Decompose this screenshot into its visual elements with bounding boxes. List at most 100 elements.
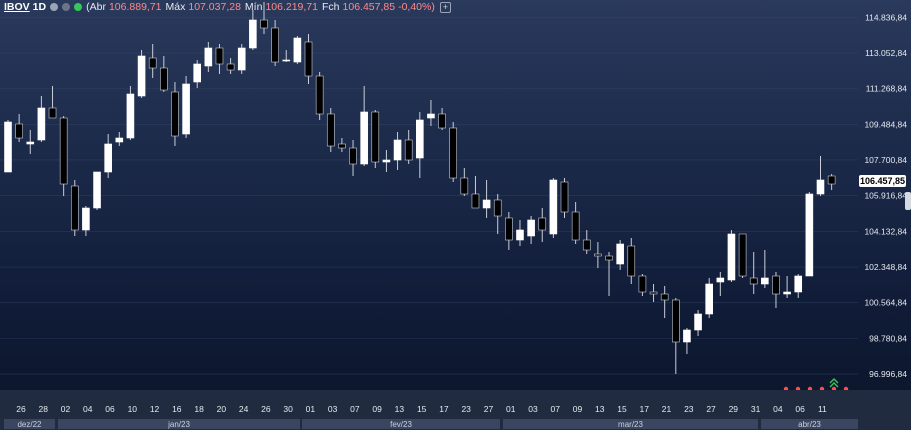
open-label: (Abr <box>86 1 106 13</box>
candle-down <box>560 181 569 213</box>
x-tick-label: 30 <box>283 404 293 414</box>
candle-down <box>70 185 79 231</box>
time-axis[interactable]: 26 28 02 04 06 10 12 16 18 20 24 26 30 01 03 07 09 13 15 17… <box>16 404 827 414</box>
candle-down <box>160 67 168 91</box>
x-tick-label: 20 <box>217 404 227 414</box>
candle-up <box>104 143 112 173</box>
candle-up <box>249 19 257 49</box>
x-tick-label: 15 <box>417 404 427 414</box>
x-tick-label: 13 <box>395 404 405 414</box>
candle-down <box>627 245 636 277</box>
high-label: Máx <box>165 1 186 13</box>
candle-down <box>749 277 758 285</box>
x-tick-label: 04 <box>773 404 783 414</box>
candle-down <box>15 123 23 139</box>
candle-down <box>538 217 547 231</box>
y-tick-label: 102.348,84 <box>864 262 907 272</box>
candle-down <box>449 127 458 179</box>
y-tick-label: 113.052,84 <box>865 48 907 58</box>
x-tick-label: 23 <box>461 404 471 414</box>
candle-up <box>694 313 702 331</box>
high-value: 107.037,28 <box>188 1 241 13</box>
y-tick-label: 109.484,84 <box>864 119 907 129</box>
month-band <box>302 419 500 429</box>
x-tick-label: 29 <box>729 404 739 414</box>
x-tick-label: 16 <box>172 404 182 414</box>
candle-down <box>304 41 313 77</box>
candle-up <box>783 291 791 295</box>
candle-up <box>716 277 725 283</box>
x-tick-label: 24 <box>239 404 249 414</box>
candle-up <box>37 107 46 141</box>
x-tick-label: 31 <box>751 404 761 414</box>
month-band <box>761 419 858 429</box>
low-value: 106.219,71 <box>265 1 318 13</box>
candle-up <box>193 63 202 83</box>
candle-down <box>59 117 68 185</box>
month-band <box>503 419 758 429</box>
x-tick-label: 21 <box>662 404 672 414</box>
month-axis: dez/22 jan/23 fev/23 mar/23 abr/23 <box>4 419 858 429</box>
candle-up <box>26 141 35 145</box>
candle-down <box>171 91 179 137</box>
y-tick-label: 100.564,84 <box>864 298 907 308</box>
change-value: -0,40%) <box>398 1 435 13</box>
candle-up <box>293 37 302 63</box>
price-axis[interactable]: 114.836,84 113.052,84 111.268,84 109.484,84… <box>864 12 907 379</box>
candle-down <box>649 291 658 295</box>
open-value: 106.889,71 <box>108 1 162 13</box>
x-tick-label: 09 <box>573 404 583 414</box>
signal-markers <box>783 378 849 392</box>
y-tick-label: 105.916,84 <box>864 191 907 201</box>
x-tick-label: 02 <box>61 404 71 414</box>
candle-up <box>516 229 524 241</box>
price-scale-handle[interactable] <box>905 192 911 210</box>
candle-down <box>215 47 224 65</box>
x-tick-label: 10 <box>128 404 138 414</box>
last-price-badge: 106.457,85 <box>859 175 906 187</box>
x-tick-label: 23 <box>684 404 694 414</box>
settings-icon[interactable] <box>50 3 59 11</box>
candle-down <box>594 253 602 257</box>
x-tick-label: 04 <box>83 404 93 414</box>
low-label: Mín <box>244 1 263 13</box>
x-tick-label: 15 <box>617 404 627 414</box>
candle-down <box>471 193 480 209</box>
candle-down <box>371 111 380 163</box>
candle-up <box>705 283 713 315</box>
x-tick-label: 03 <box>328 404 338 414</box>
y-tick-label: 98.780,84 <box>869 333 907 343</box>
add-indicator-button[interactable]: + <box>439 1 451 13</box>
x-tick-label: 07 <box>350 404 360 414</box>
symbol-header: IBOV 1D (Abr 106.889,71 Máx 107.037,28 M… <box>0 0 451 14</box>
candle-up <box>204 47 213 67</box>
x-tick-label: 28 <box>39 404 49 414</box>
candle-up <box>182 83 190 135</box>
candle-down <box>349 147 357 165</box>
timeframe-label[interactable]: 1D <box>32 1 47 13</box>
x-tick-label: 07 <box>551 404 561 414</box>
candle-up <box>727 233 736 281</box>
candle-up <box>393 139 402 161</box>
y-tick-label: 96.996,84 <box>869 369 907 379</box>
month-label: jan/23 <box>167 420 190 429</box>
candle-up <box>549 179 558 235</box>
candle-down <box>605 255 613 261</box>
candle-down <box>827 175 836 185</box>
candle-up <box>82 207 90 231</box>
x-tick-label: 11 <box>818 404 827 414</box>
x-tick-label: 27 <box>706 404 716 414</box>
symbol-label[interactable]: IBOV <box>4 1 30 13</box>
candle-up <box>360 111 368 165</box>
candle-down <box>338 143 346 149</box>
month-band <box>58 419 300 429</box>
candle-up <box>137 55 146 97</box>
candle-down <box>772 275 780 295</box>
month-label: dez/22 <box>17 420 42 429</box>
chevron-right-icon[interactable] <box>62 3 71 11</box>
x-tick-label: 26 <box>261 404 271 414</box>
y-tick-label: 104.132,84 <box>864 226 907 236</box>
candle-up <box>527 219 535 237</box>
